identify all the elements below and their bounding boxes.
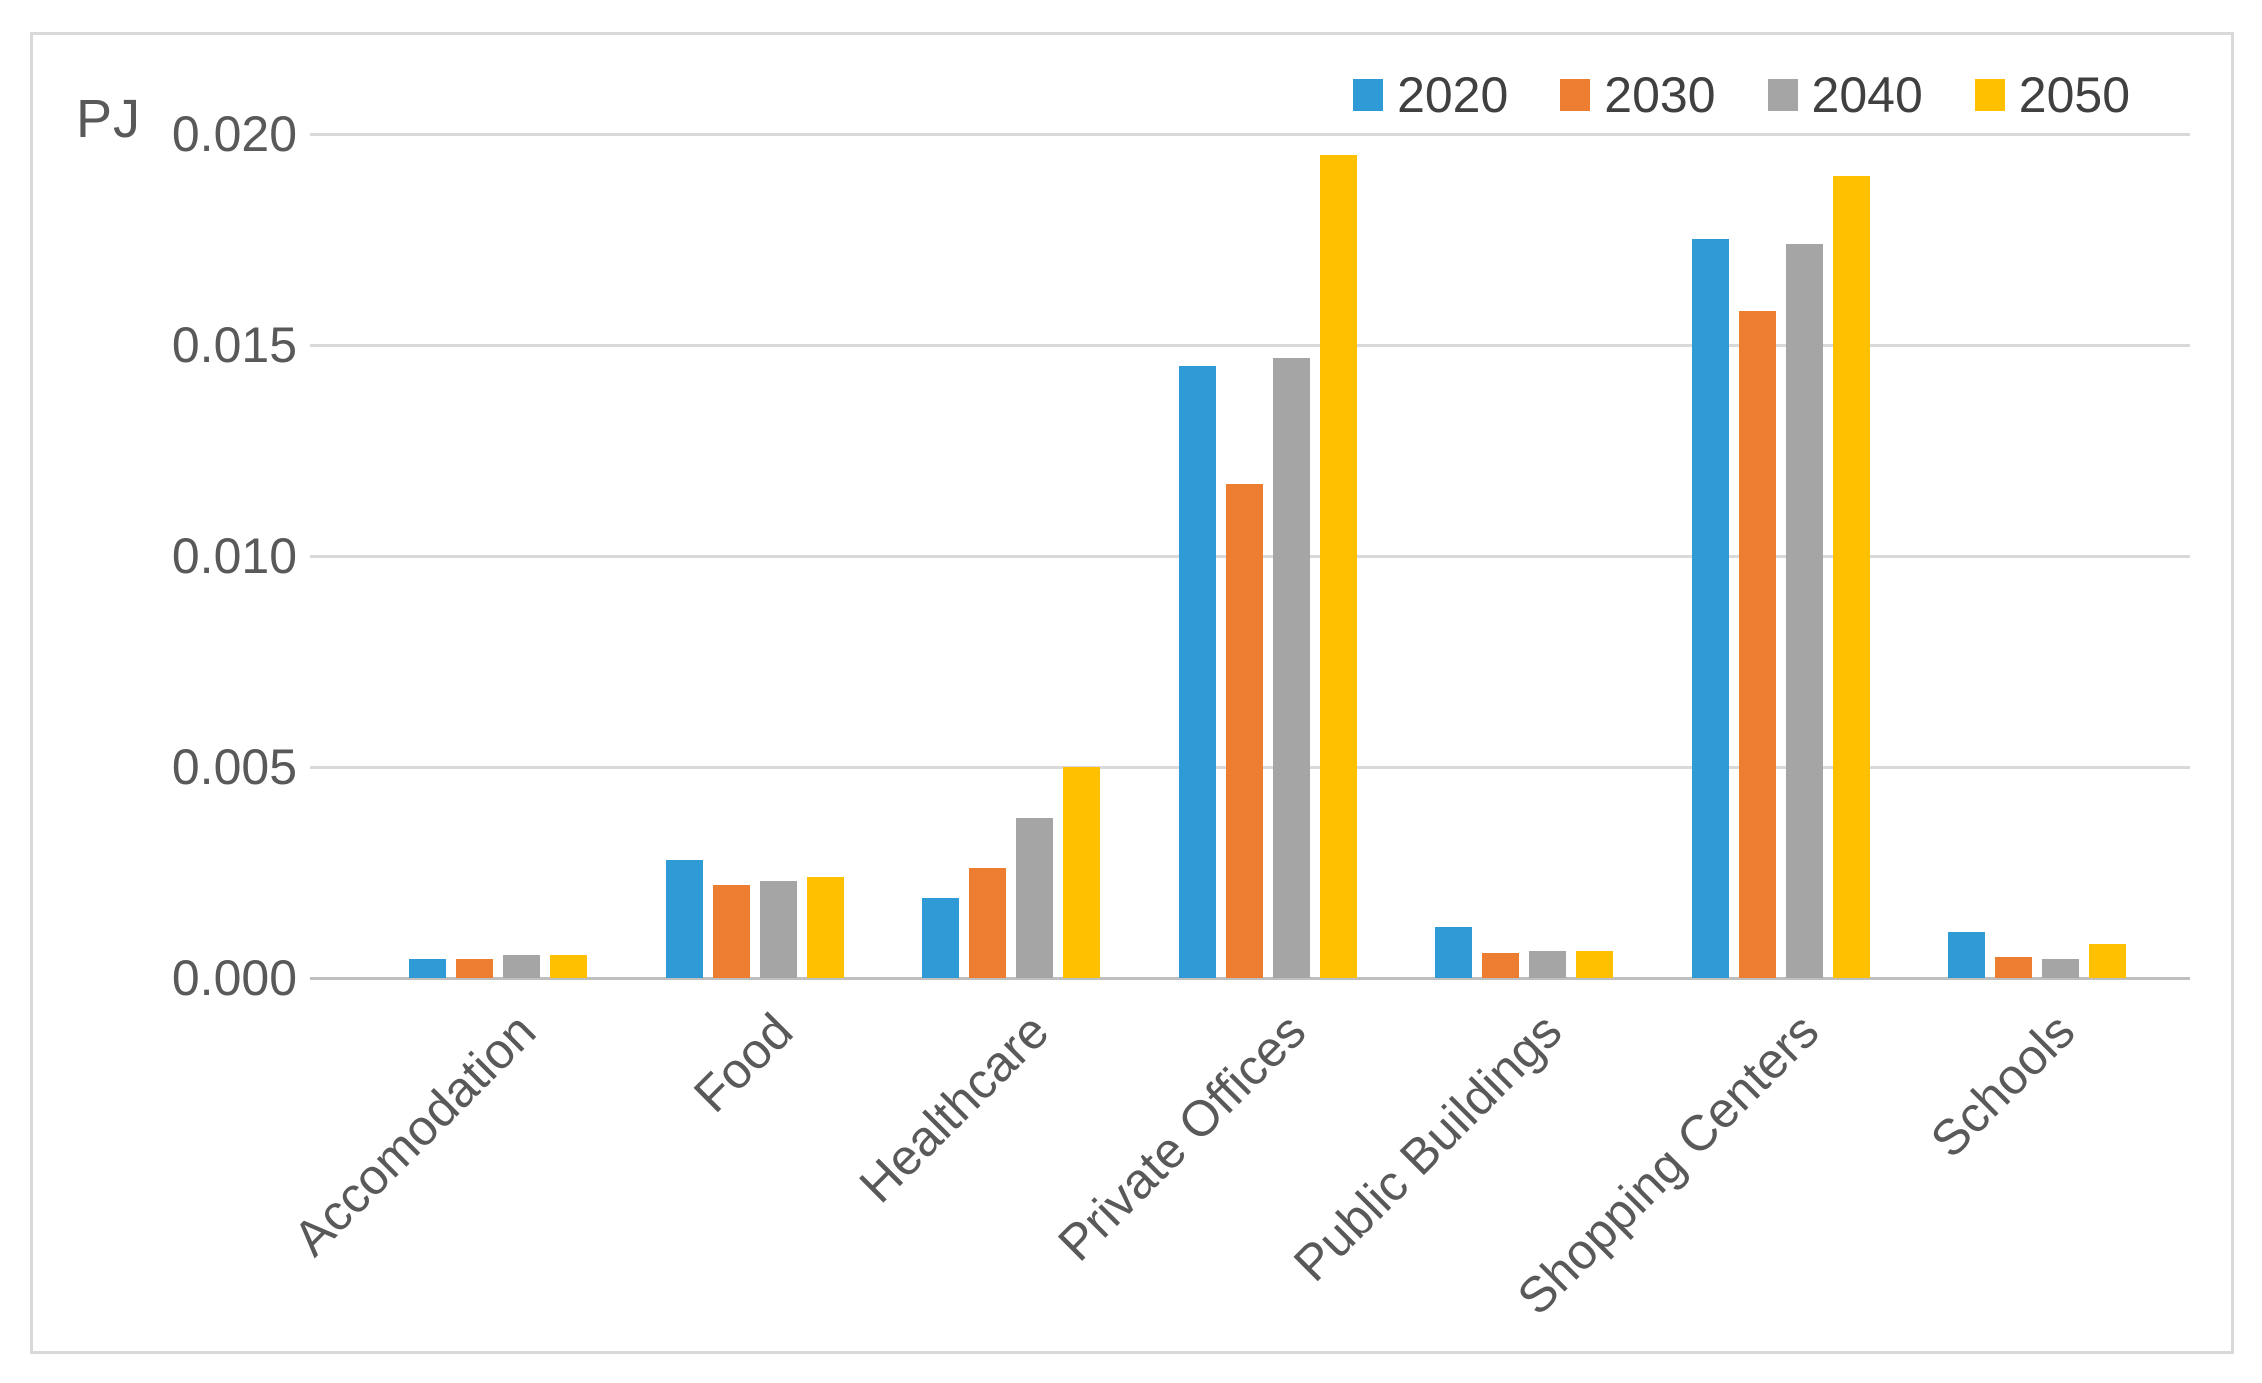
legend-label: 2020 bbox=[1397, 67, 1509, 123]
bar-group-accomodation bbox=[409, 955, 587, 978]
bar-group-schools bbox=[1948, 932, 2126, 978]
bar-2040 bbox=[2042, 959, 2079, 978]
y-tick-label: 0.010 bbox=[171, 528, 297, 584]
legend-label: 2050 bbox=[2018, 67, 2130, 123]
y-tick-label: 0.015 bbox=[171, 317, 297, 373]
bar-2020 bbox=[1948, 932, 1985, 978]
bar-2050 bbox=[1576, 951, 1613, 978]
bar-group-food bbox=[666, 860, 844, 978]
legend-swatch-2030 bbox=[1560, 79, 1591, 111]
bar-2050 bbox=[2089, 944, 2126, 978]
bar-2050 bbox=[1320, 155, 1357, 978]
legend-item-2030: 2030 bbox=[1560, 66, 1716, 124]
legend-item-2020: 2020 bbox=[1353, 66, 1508, 124]
y-tick-label: 0.000 bbox=[171, 950, 297, 1006]
plot-area bbox=[310, 133, 2190, 980]
gridline bbox=[310, 133, 2190, 136]
bar-group-shopping-centers bbox=[1692, 176, 1870, 978]
bar-2020 bbox=[1435, 927, 1472, 978]
bar-2030 bbox=[713, 885, 750, 978]
y-tick-label: 0.020 bbox=[171, 106, 297, 162]
bar-2050 bbox=[1063, 767, 1100, 978]
chart-legend: 2020 2030 2040 2050 bbox=[1353, 66, 2130, 124]
bar-group-healthcare bbox=[922, 767, 1100, 978]
y-axis-unit-label: PJ bbox=[76, 89, 142, 149]
bar-2020 bbox=[1179, 366, 1216, 978]
bar-2040 bbox=[1529, 951, 1566, 978]
legend-item-2050: 2050 bbox=[1974, 66, 2130, 124]
y-tick-label: 0.005 bbox=[171, 739, 297, 795]
bar-2020 bbox=[922, 898, 959, 978]
bar-2030 bbox=[1482, 953, 1519, 978]
legend-label: 2030 bbox=[1604, 67, 1716, 123]
bar-2040 bbox=[1273, 358, 1310, 978]
bar-2040 bbox=[1016, 818, 1053, 978]
bar-2020 bbox=[409, 959, 446, 978]
bar-2050 bbox=[1833, 176, 1870, 978]
bar-2040 bbox=[503, 955, 540, 978]
bar-2020 bbox=[1692, 239, 1729, 978]
bar-2040 bbox=[1786, 244, 1823, 978]
bar-group-public-buildings bbox=[1435, 927, 1613, 978]
bar-2050 bbox=[550, 955, 587, 978]
x-axis-line bbox=[310, 977, 2190, 980]
bar-2030 bbox=[456, 959, 493, 978]
bar-2030 bbox=[969, 868, 1006, 978]
gridline bbox=[310, 344, 2190, 347]
bar-2030 bbox=[1226, 484, 1263, 978]
bar-2020 bbox=[666, 860, 703, 978]
legend-label: 2040 bbox=[1811, 67, 1923, 123]
legend-swatch-2040 bbox=[1767, 79, 1798, 111]
legend-swatch-2020 bbox=[1353, 79, 1384, 111]
bar-group-private-offices bbox=[1179, 155, 1357, 978]
legend-swatch-2050 bbox=[1974, 79, 2005, 111]
bar-2050 bbox=[807, 877, 844, 978]
bar-2040 bbox=[760, 881, 797, 978]
bar-2030 bbox=[1995, 957, 2032, 978]
bar-2030 bbox=[1739, 311, 1776, 978]
legend-item-2040: 2040 bbox=[1767, 66, 1923, 124]
